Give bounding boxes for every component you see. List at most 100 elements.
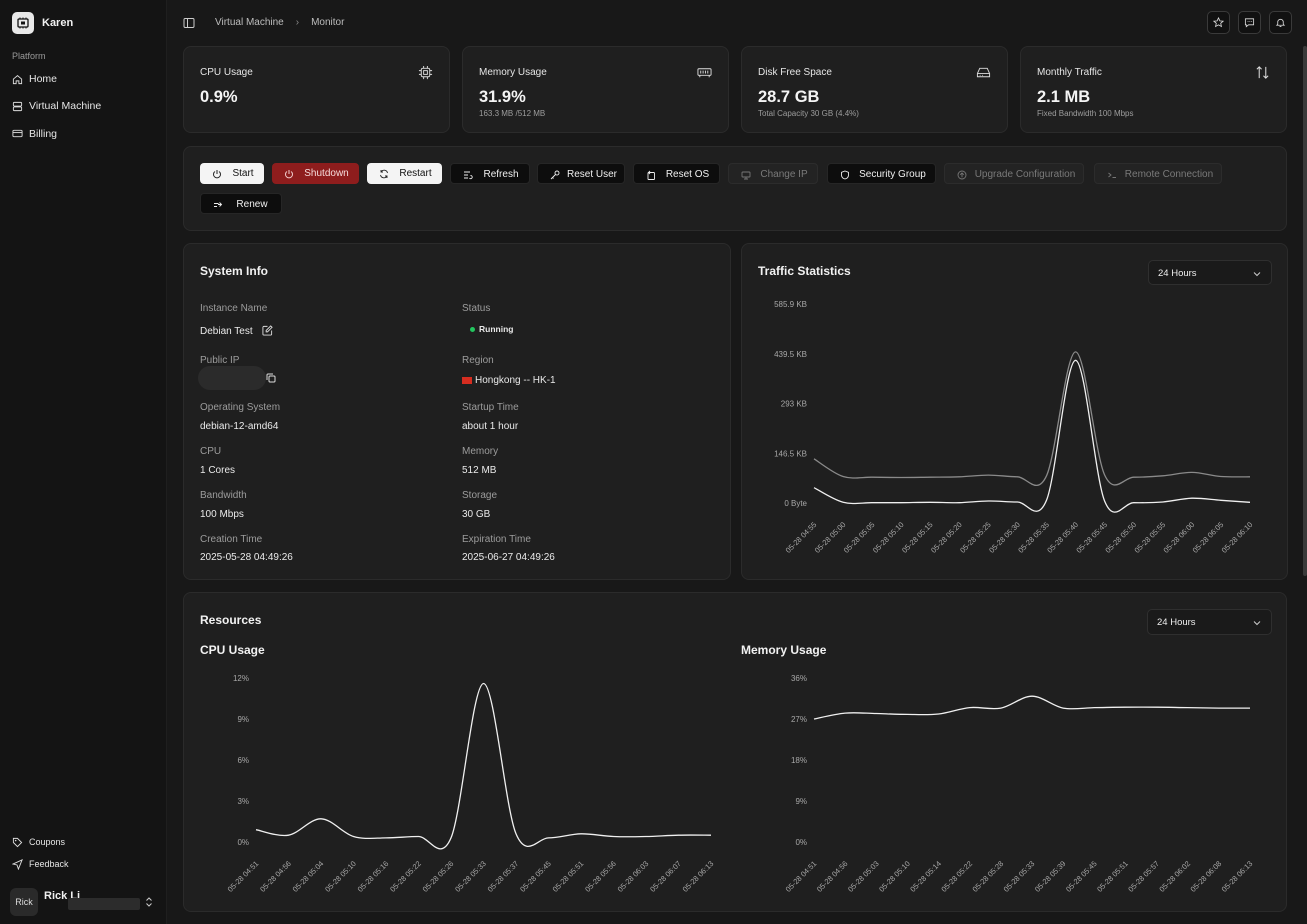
star-icon xyxy=(1213,17,1224,28)
reset-icon xyxy=(647,170,655,180)
x-tick-label: 05-28 06:08 xyxy=(1189,859,1224,894)
disk-icon xyxy=(976,67,991,78)
sidebar-item-feedback[interactable]: Feedback xyxy=(6,855,161,873)
notifications-button[interactable] xyxy=(1269,11,1292,34)
reset-os-button[interactable]: Reset OS xyxy=(633,163,720,184)
status-label: Status xyxy=(462,303,491,314)
y-tick-label: 27% xyxy=(791,715,807,724)
button-label: Remote Connection xyxy=(1124,169,1214,180)
stat-card-cpu: CPU Usage 0.9% xyxy=(183,46,450,133)
button-label: Upgrade Configuration xyxy=(974,169,1076,180)
status-badge: Running xyxy=(470,324,513,334)
power-icon xyxy=(213,169,221,178)
sidebar-item-coupons[interactable]: Coupons xyxy=(6,833,161,851)
storage-label: Storage xyxy=(462,490,498,501)
y-tick-label: 12% xyxy=(233,674,249,683)
y-tick-label: 18% xyxy=(791,756,807,765)
instance-name-label: Instance Name xyxy=(200,303,268,314)
user-email-redacted xyxy=(68,898,140,910)
y-tick-label: 146.5 KB xyxy=(774,449,807,458)
x-tick-label: 05-28 05:57 xyxy=(1126,859,1161,894)
network-icon xyxy=(741,171,751,179)
x-tick-label: 05-28 05:51 xyxy=(1095,859,1130,894)
reset-user-button[interactable]: Reset User xyxy=(537,163,625,184)
list-refresh-icon xyxy=(464,171,473,179)
x-tick-label: 05-28 05:14 xyxy=(908,859,943,894)
sidebar-toggle-icon[interactable] xyxy=(183,17,195,29)
refresh-button[interactable]: Refresh xyxy=(450,163,530,184)
sidebar: Karen Platform Home Virtual Machine Bill… xyxy=(0,0,167,924)
start-button[interactable]: Start xyxy=(200,163,264,184)
x-tick-label: 05-28 06:03 xyxy=(616,859,651,894)
x-tick-label: 05-28 05:39 xyxy=(1033,859,1068,894)
region-text: Hongkong -- HK-1 xyxy=(475,375,556,386)
sidebar-item-virtual-machine[interactable]: Virtual Machine xyxy=(6,95,161,117)
traffic-chart: 0 Byte 146.5 KB 293 KB 439.5 KB 585.9 KB 05-2… xyxy=(774,300,1254,555)
cpu-chart-title: CPU Usage xyxy=(200,643,265,657)
stat-card-memory: Memory Usage 31.9% 163.3 MB /512 MB xyxy=(462,46,729,133)
y-tick-label: 293 KB xyxy=(781,400,807,409)
traffic-card: Traffic Statistics 24 Hours 0 Byte 146.5 … xyxy=(741,243,1288,580)
scrollbar[interactable] xyxy=(1303,46,1307,576)
hongkong-flag-icon xyxy=(462,376,472,384)
sidebar-item-home[interactable]: Home xyxy=(6,68,161,90)
change-ip-button[interactable]: Change IP xyxy=(728,163,818,184)
stat-title: Monthly Traffic xyxy=(1037,67,1102,78)
storage-value: 30 GB xyxy=(462,509,491,520)
shutdown-button[interactable]: Shutdown xyxy=(272,163,359,184)
renew-icon xyxy=(214,201,223,207)
resources-range-select[interactable]: 24 Hours xyxy=(1147,609,1272,635)
instance-name-value: Debian Test xyxy=(200,326,253,337)
select-value: 24 Hours xyxy=(1157,617,1196,628)
x-tick-label: 05-28 06:02 xyxy=(1157,859,1192,894)
sidebar-item-label: Home xyxy=(29,73,58,85)
x-tick-label: 05-28 05:22 xyxy=(939,859,974,894)
series-line xyxy=(813,351,1251,486)
messages-button[interactable] xyxy=(1238,11,1261,34)
x-tick-label: 05-28 04:56 xyxy=(815,859,850,894)
public-ip-label: Public IP xyxy=(200,355,240,366)
actions-card: Start Shutdown Restart Refresh Reset Use… xyxy=(183,146,1287,231)
x-tick-label: 05-28 05:10 xyxy=(323,859,358,894)
user-menu[interactable]: Rick Rick Li xyxy=(10,886,160,918)
renew-button[interactable]: Renew xyxy=(200,193,282,214)
upgrade-configuration-button[interactable]: Upgrade Configuration xyxy=(944,163,1084,184)
status-dot xyxy=(470,326,475,332)
button-label: Reset OS xyxy=(665,169,710,180)
startup-label: Startup Time xyxy=(462,402,519,413)
stat-title: Memory Usage xyxy=(479,67,547,78)
x-tick-label: 05-28 05:26 xyxy=(421,859,456,894)
button-label: Security Group xyxy=(859,169,926,180)
edit-icon[interactable] xyxy=(262,325,273,336)
security-group-button[interactable]: Security Group xyxy=(827,163,936,184)
button-label: Restart xyxy=(399,168,432,179)
message-icon xyxy=(1244,18,1255,28)
breadcrumb-item: Monitor xyxy=(311,17,345,28)
traffic-range-select[interactable]: 24 Hours xyxy=(1148,260,1272,285)
remote-connection-button[interactable]: Remote Connection xyxy=(1094,163,1222,184)
button-label: Reset User xyxy=(566,169,617,180)
server-icon xyxy=(12,101,23,111)
sidebar-item-label: Virtual Machine xyxy=(29,100,102,113)
x-tick-label: 05-28 05:33 xyxy=(453,859,488,894)
chevron-down-icon xyxy=(1253,272,1261,277)
restart-button[interactable]: Restart xyxy=(367,163,442,184)
shield-icon xyxy=(841,170,849,179)
memory-label: Memory xyxy=(462,446,499,457)
logo-icon xyxy=(12,12,34,34)
chevron-updown-icon xyxy=(146,897,152,907)
favorite-button[interactable] xyxy=(1207,11,1230,34)
y-tick-label: 9% xyxy=(795,797,807,806)
breadcrumb-item[interactable]: Virtual Machine xyxy=(215,17,284,28)
tag-icon xyxy=(12,837,23,847)
brand[interactable]: Karen xyxy=(12,12,73,34)
cpu-label: CPU xyxy=(200,446,222,457)
button-label: Change IP xyxy=(760,169,808,180)
stat-subtitle: 163.3 MB /512 MB xyxy=(479,109,546,118)
sidebar-item-billing[interactable]: Billing xyxy=(6,123,161,145)
button-label: Start xyxy=(232,168,254,179)
copy-icon[interactable] xyxy=(266,373,276,383)
y-tick-label: 36% xyxy=(791,674,807,683)
expiration-value: 2025-06-27 04:49:26 xyxy=(462,552,555,563)
